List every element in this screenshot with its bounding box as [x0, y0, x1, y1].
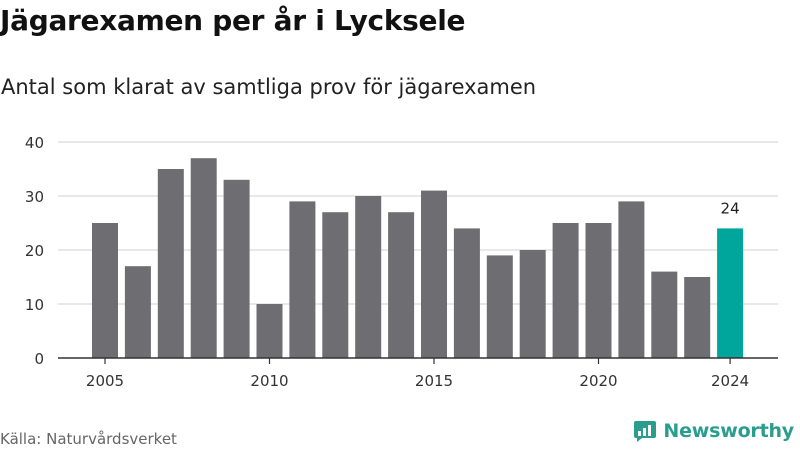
bar-2005 [92, 223, 118, 358]
x-axis-ticks: 2005 2010 2015 2020 2024 [86, 358, 749, 390]
bar-2022 [651, 271, 678, 358]
bar-2024 [717, 228, 744, 358]
bar-2017 [486, 255, 513, 358]
y-tick-label: 10 [25, 296, 44, 314]
bar-2006 [124, 266, 151, 358]
bar-2010 [256, 304, 283, 358]
x-tick-label: 2024 [711, 372, 749, 390]
bar-2008 [190, 158, 217, 358]
bar-2014 [388, 212, 415, 358]
y-tick-label: 40 [25, 134, 44, 152]
y-tick-label: 0 [34, 350, 44, 368]
x-tick-label: 2005 [86, 372, 124, 390]
chart-title: Jägarexamen per år i Lycksele [0, 4, 466, 37]
data-labels: 24 [721, 199, 740, 217]
y-tick-label: 30 [25, 188, 44, 206]
bar-2013 [355, 196, 382, 358]
bar-2015 [421, 190, 447, 358]
bar-2007 [157, 169, 184, 358]
bar-2016 [453, 228, 480, 358]
y-tick-label: 20 [25, 242, 44, 260]
bar-chart: 0 10 20 30 40 2005 2010 2015 2020 2024 24 [25, 134, 778, 390]
bar-2018 [519, 250, 546, 358]
chart-subtitle: Antal som klarat av samtliga prov för jä… [1, 75, 537, 99]
x-tick-label: 2015 [415, 372, 453, 390]
newsworthy-logo-icon [634, 421, 657, 442]
bar-2021 [618, 201, 645, 358]
y-axis-ticks: 0 10 20 30 40 [25, 134, 44, 368]
brand-logo: Newsworthy [633, 419, 794, 443]
bar-2012 [322, 212, 349, 358]
data-label-2024: 24 [721, 199, 740, 217]
x-tick-label: 2020 [579, 372, 617, 390]
bar-2023 [684, 277, 711, 358]
bar-2020 [585, 223, 612, 358]
x-tick-label: 2010 [250, 372, 288, 390]
bars [92, 158, 744, 358]
bar-2011 [289, 201, 316, 358]
bar-2019 [552, 223, 579, 358]
brand-name: Newsworthy [663, 420, 794, 442]
bar-2009 [223, 179, 250, 358]
source-note: Källa: Naturvårdsverket [0, 430, 177, 448]
